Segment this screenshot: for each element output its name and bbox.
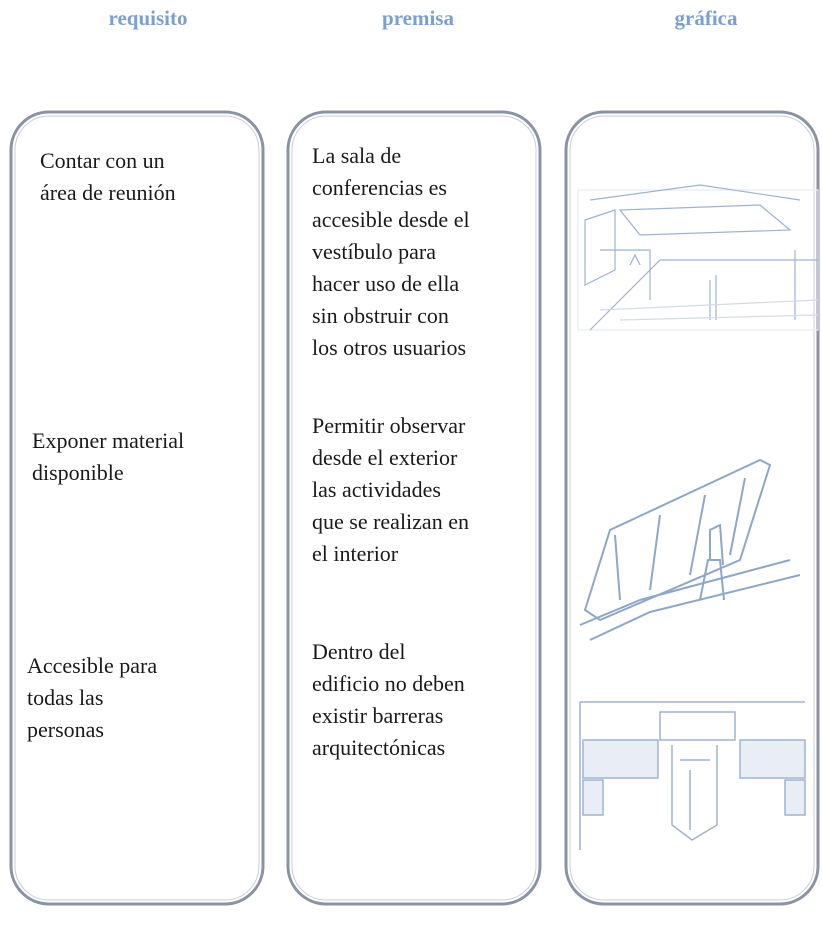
premisa-text: accesible desde el [312, 207, 470, 232]
premisa-text: Permitir observar [312, 413, 466, 438]
premisa-text: arquitectónicas [312, 735, 446, 760]
premisa-text: existir barreras [312, 703, 444, 728]
premisa-text: Dentro del [312, 639, 406, 664]
column-header: requisito [108, 6, 188, 30]
sketch-room [577, 184, 819, 331]
premisa-text: el interior [312, 541, 399, 566]
premisa-text: conferencias es [312, 175, 447, 200]
column-header: premisa [382, 6, 454, 30]
premisa-text: edificio no deben [312, 671, 465, 696]
premisa-text: las actividades [312, 477, 441, 502]
frame-inner [14, 115, 815, 901]
premisa-text: los otros usuarios [312, 335, 466, 360]
sketch-window [579, 458, 801, 641]
requisito-text: área de reunión [40, 180, 176, 205]
requisito-text: todas las [27, 685, 104, 710]
column-header: gráfica [674, 6, 738, 30]
premisa-text: vestíbulo para [312, 239, 437, 264]
column-frames [9, 110, 820, 906]
requisito-text: personas [27, 717, 104, 742]
premisa-text: que se realizan en [312, 509, 469, 534]
requisito-text: Accesible para [27, 653, 158, 678]
premisa-text: La sala de [312, 143, 402, 168]
requisito-text: Contar con un [40, 148, 165, 173]
frame [9, 110, 265, 906]
premisa-text: desde el exterior [312, 445, 458, 470]
premisa-text: hacer uso de ella [312, 271, 460, 296]
premisa-text: sin obstruir con [312, 303, 449, 328]
sketch-access [579, 701, 806, 850]
frame [286, 110, 542, 906]
requisito-text: Exponer material [32, 428, 185, 453]
frame [564, 110, 820, 906]
requisito-text: disponible [32, 460, 124, 485]
